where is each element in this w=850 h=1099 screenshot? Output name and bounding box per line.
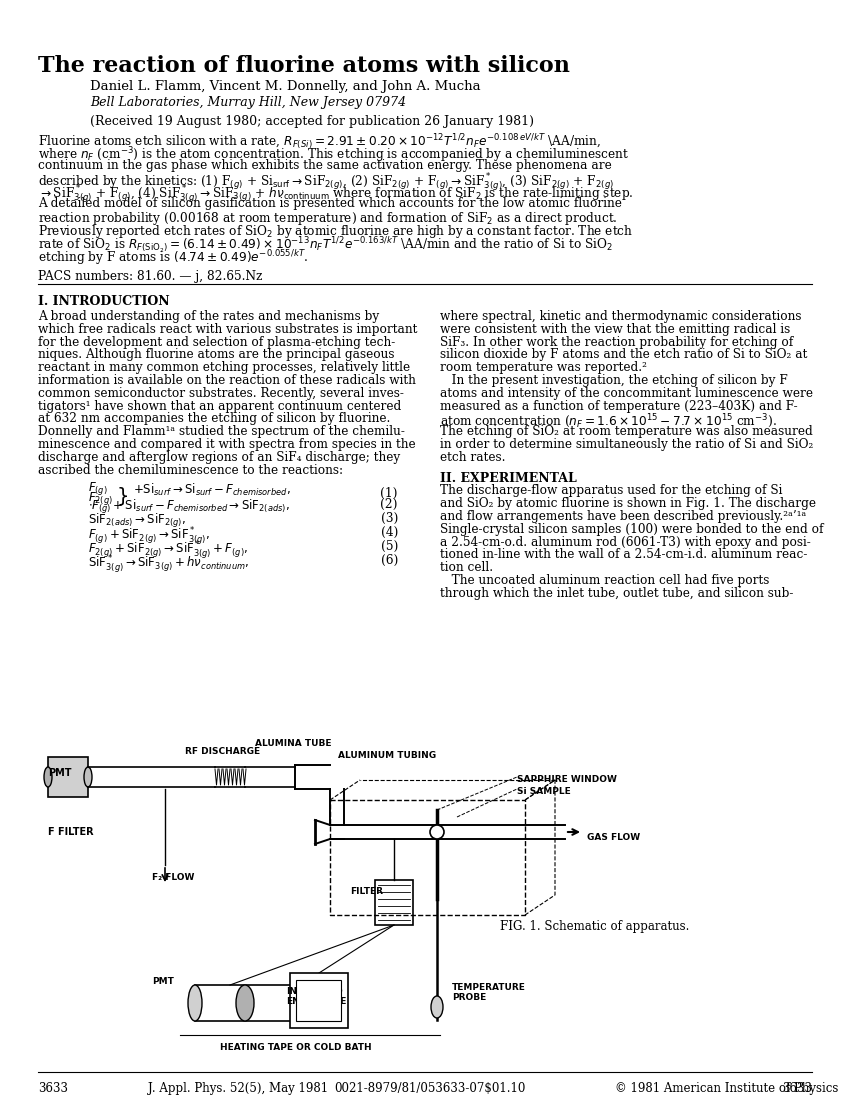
Text: The uncoated aluminum reaction cell had five ports: The uncoated aluminum reaction cell had …: [440, 574, 769, 587]
Text: (6): (6): [381, 554, 398, 567]
Circle shape: [430, 825, 444, 839]
Text: common semiconductor substrates. Recently, several inves-: common semiconductor substrates. Recentl…: [38, 387, 404, 400]
Text: Daniel L. Flamm, Vincent M. Donnelly, and John A. Mucha: Daniel L. Flamm, Vincent M. Donnelly, an…: [90, 80, 480, 93]
Text: In the present investigation, the etching of silicon by F: In the present investigation, the etchin…: [440, 374, 788, 387]
Text: 3633: 3633: [782, 1083, 812, 1095]
Text: GAS FLOW: GAS FLOW: [587, 833, 640, 842]
Text: (4): (4): [381, 526, 398, 540]
Text: ENCLOSURE: ENCLOSURE: [286, 997, 346, 1006]
Text: measured as a function of temperature (223–403K) and F-: measured as a function of temperature (2…: [440, 400, 797, 412]
Text: (5): (5): [381, 541, 398, 554]
Text: room temperature was reported.²: room temperature was reported.²: [440, 362, 647, 374]
Text: atom concentration ($n_F = 1.6\times10^{15} - 7.7\times10^{15}$ cm$^{-3}$).: atom concentration ($n_F = 1.6\times10^{…: [440, 412, 777, 430]
Text: a 2.54-cm-o.d. aluminum rod (6061-T3) with epoxy and posi-: a 2.54-cm-o.d. aluminum rod (6061-T3) wi…: [440, 535, 811, 548]
Text: Donnelly and Flamm¹ᵃ studied the spectrum of the chemilu-: Donnelly and Flamm¹ᵃ studied the spectru…: [38, 425, 405, 439]
Text: SAPPHIRE WINDOW: SAPPHIRE WINDOW: [517, 775, 617, 784]
Text: A detailed model of silicon gasification is presented which accounts for the low: A detailed model of silicon gasification…: [38, 197, 622, 210]
Text: (3): (3): [381, 512, 398, 525]
FancyBboxPatch shape: [296, 980, 341, 1021]
Text: F₂ FLOW: F₂ FLOW: [152, 873, 195, 882]
Text: and flow arrangements have been described previously.²ᵃ’¹ᵃ: and flow arrangements have been describe…: [440, 510, 807, 523]
Text: discharge and afterglow regions of an SiF₄ discharge; they: discharge and afterglow regions of an Si…: [38, 451, 400, 464]
Text: F FILTER: F FILTER: [48, 828, 94, 837]
Text: information is available on the reaction of these radicals with: information is available on the reaction…: [38, 374, 416, 387]
Text: © 1981 American Institute of Physics: © 1981 American Institute of Physics: [615, 1083, 838, 1095]
Text: SiF₃. In other work the reaction probability for etching of: SiF₃. In other work the reaction probabi…: [440, 335, 793, 348]
Text: ascribed the chemiluminescence to the reactions:: ascribed the chemiluminescence to the re…: [38, 464, 343, 477]
Text: through which the inlet tube, outlet tube, and silicon sub-: through which the inlet tube, outlet tub…: [440, 587, 793, 600]
Text: which free radicals react with various substrates is important: which free radicals react with various s…: [38, 323, 417, 336]
Text: continuum in the gas phase which exhibits the same activation energy. These phen: continuum in the gas phase which exhibit…: [38, 158, 612, 171]
Text: where spectral, kinetic and thermodynamic considerations: where spectral, kinetic and thermodynami…: [440, 310, 802, 323]
Text: PACS numbers: 81.60. — j, 82.65.Nz: PACS numbers: 81.60. — j, 82.65.Nz: [38, 270, 263, 284]
Text: $\rightarrow$SiF$^*_{3(g)}$ + F$_{(g)}$, (4) SiF$^*_{3(g)}$$\rightarrow$SiF$_{3(: $\rightarrow$SiF$^*_{3(g)}$ + F$_{(g)}$,…: [38, 185, 633, 207]
Text: 3633: 3633: [38, 1083, 68, 1095]
Text: $+ {\rm Si}_{surf}\rightarrow{\rm Si}_{surf} - F_{chemisorbed},$: $+ {\rm Si}_{surf}\rightarrow{\rm Si}_{s…: [133, 482, 291, 499]
FancyBboxPatch shape: [290, 973, 348, 1028]
Text: (2): (2): [381, 499, 398, 511]
Text: etch rates.: etch rates.: [440, 451, 506, 464]
Text: PMT: PMT: [48, 768, 71, 778]
Text: described by the kinetics: (1) F$_{(g)}$ + Si$_{\rm surf}$$\rightarrow$SiF$_{2(g: described by the kinetics: (1) F$_{(g)}$…: [38, 171, 614, 193]
Text: ALUMINA TUBE: ALUMINA TUBE: [255, 739, 332, 748]
Text: The discharge-flow apparatus used for the etching of Si: The discharge-flow apparatus used for th…: [440, 485, 782, 498]
Text: $F_{2(g)} + {\rm SiF}_{2(g)}\rightarrow{\rm SiF}^*_{3(g)} + F_{(g)},$: $F_{2(g)} + {\rm SiF}_{2(g)}\rightarrow{…: [88, 541, 248, 563]
Text: where $n_F$ (cm$^{-3}$) is the atom concentration. This etching is accompanied b: where $n_F$ (cm$^{-3}$) is the atom conc…: [38, 146, 629, 166]
Text: ${\rm SiF}_{2(ads)}\rightarrow{\rm SiF}_{2(g)},$: ${\rm SiF}_{2(ads)}\rightarrow{\rm SiF}_…: [88, 512, 186, 531]
Text: The reaction of fluorine atoms with silicon: The reaction of fluorine atoms with sili…: [38, 55, 570, 77]
Ellipse shape: [44, 767, 52, 787]
Text: RF DISCHARGE: RF DISCHARGE: [185, 747, 260, 756]
Text: reactant in many common etching processes, relatively little: reactant in many common etching processe…: [38, 362, 410, 374]
Text: J. Appl. Phys. 52(5), May 1981: J. Appl. Phys. 52(5), May 1981: [148, 1083, 328, 1095]
Text: Previously reported etch rates of SiO$_2$ by atomic fluorine are high by a const: Previously reported etch rates of SiO$_2…: [38, 223, 633, 240]
Text: atoms and intensity of the concommitant luminescence were: atoms and intensity of the concommitant …: [440, 387, 813, 400]
Text: niques. Although fluorine atoms are the principal gaseous: niques. Although fluorine atoms are the …: [38, 348, 394, 362]
Text: (Received 19 August 1980; accepted for publication 26 January 1981): (Received 19 August 1980; accepted for p…: [90, 115, 534, 127]
Text: rate of SiO$_2$ is $R_{F({\rm SiO}_2)} = (6.14 \pm 0.49)\times10^{-13}n_F T^{1/2: rate of SiO$_2$ is $R_{F({\rm SiO}_2)} =…: [38, 235, 613, 255]
Text: at 632 nm accompanies the etching of silicon by fluorine.: at 632 nm accompanies the etching of sil…: [38, 412, 390, 425]
Text: $F_{(g)} + {\rm SiF}_{2(g)}\rightarrow{\rm SiF}^*_{3(g)},$: $F_{(g)} + {\rm SiF}_{2(g)}\rightarrow{\…: [88, 526, 210, 548]
Text: Fluorine atoms etch silicon with a rate, $R_{F(Si)} = 2.91 \pm 0.20\times10^{-12: Fluorine atoms etch silicon with a rate,…: [38, 133, 601, 152]
Text: PMT: PMT: [152, 977, 174, 986]
Text: $F_{2(g)}$: $F_{2(g)}$: [88, 490, 113, 508]
Text: tion cell.: tion cell.: [440, 562, 493, 574]
Text: in order to determine simultaneously the ratio of Si and SiO₂: in order to determine simultaneously the…: [440, 439, 813, 451]
Text: reaction probability (0.00168 at room temperature) and formation of SiF$_2$ as a: reaction probability (0.00168 at room te…: [38, 210, 618, 226]
FancyBboxPatch shape: [48, 757, 88, 797]
Text: The etching of SiO₂ at room temperature was also measured: The etching of SiO₂ at room temperature …: [440, 425, 813, 439]
Text: tioned in-line with the wall of a 2.54-cm-i.d. aluminum reac-: tioned in-line with the wall of a 2.54-c…: [440, 548, 808, 562]
Text: FIG. 1. Schematic of apparatus.: FIG. 1. Schematic of apparatus.: [500, 920, 689, 933]
Text: were consistent with the view that the emitting radical is: were consistent with the view that the e…: [440, 323, 790, 336]
Text: 0021-8979/81/053633-07$01.10: 0021-8979/81/053633-07$01.10: [334, 1083, 525, 1095]
Text: A broad understanding of the rates and mechanisms by: A broad understanding of the rates and m…: [38, 310, 379, 323]
Ellipse shape: [84, 767, 92, 787]
Text: I. INTRODUCTION: I. INTRODUCTION: [38, 295, 170, 308]
Text: II. EXPERIMENTAL: II. EXPERIMENTAL: [440, 471, 577, 485]
Ellipse shape: [236, 985, 254, 1021]
Text: $F_{(g)}$: $F_{(g)}$: [88, 480, 108, 498]
Text: FILTER: FILTER: [350, 887, 383, 896]
Text: Single-crystal silicon samples (100) were bonded to the end of: Single-crystal silicon samples (100) wer…: [440, 523, 824, 536]
Text: silicon dioxide by F atoms and the etch ratio of Si to SiO₂ at: silicon dioxide by F atoms and the etch …: [440, 348, 808, 362]
Text: Si SAMPLE: Si SAMPLE: [517, 787, 570, 796]
Text: ALUMINUM TUBING: ALUMINUM TUBING: [338, 751, 436, 761]
Ellipse shape: [431, 996, 443, 1018]
Text: TEMPERATURE: TEMPERATURE: [452, 983, 526, 992]
Text: Bell Laboratories, Murray Hill, New Jersey 07974: Bell Laboratories, Murray Hill, New Jers…: [90, 96, 406, 109]
Text: etching by F atoms is $(4.74 \pm 0.49)e^{-0.055/kT}$.: etching by F atoms is $(4.74 \pm 0.49)e^…: [38, 248, 309, 267]
Text: and SiO₂ by atomic fluorine is shown in Fig. 1. The discharge: and SiO₂ by atomic fluorine is shown in …: [440, 497, 816, 510]
Text: (1): (1): [381, 487, 398, 500]
Text: tigators¹ have shown that an apparent continuum centered: tigators¹ have shown that an apparent co…: [38, 400, 401, 412]
Text: INSULATED: INSULATED: [286, 987, 343, 996]
Text: for the development and selection of plasma-etching tech-: for the development and selection of pla…: [38, 335, 395, 348]
Text: ${\rm SiF}^*_{3(g)}\rightarrow{\rm SiF}_{3(g)} + h\nu_{continuum},$: ${\rm SiF}^*_{3(g)}\rightarrow{\rm SiF}_…: [88, 554, 249, 577]
Text: $\}$: $\}$: [116, 486, 128, 508]
Text: minescence and compared it with spectra from species in the: minescence and compared it with spectra …: [38, 439, 416, 451]
Ellipse shape: [188, 985, 202, 1021]
Text: $\cdot F_{(g)} + {\rm Si}_{surf} - F_{chemisorbed}\rightarrow{\rm SiF}_{2(ads)},: $\cdot F_{(g)} + {\rm Si}_{surf} - F_{ch…: [88, 499, 290, 517]
Text: PROBE: PROBE: [452, 993, 486, 1002]
Text: HEATING TAPE OR COLD BATH: HEATING TAPE OR COLD BATH: [220, 1043, 371, 1052]
FancyBboxPatch shape: [375, 880, 413, 925]
